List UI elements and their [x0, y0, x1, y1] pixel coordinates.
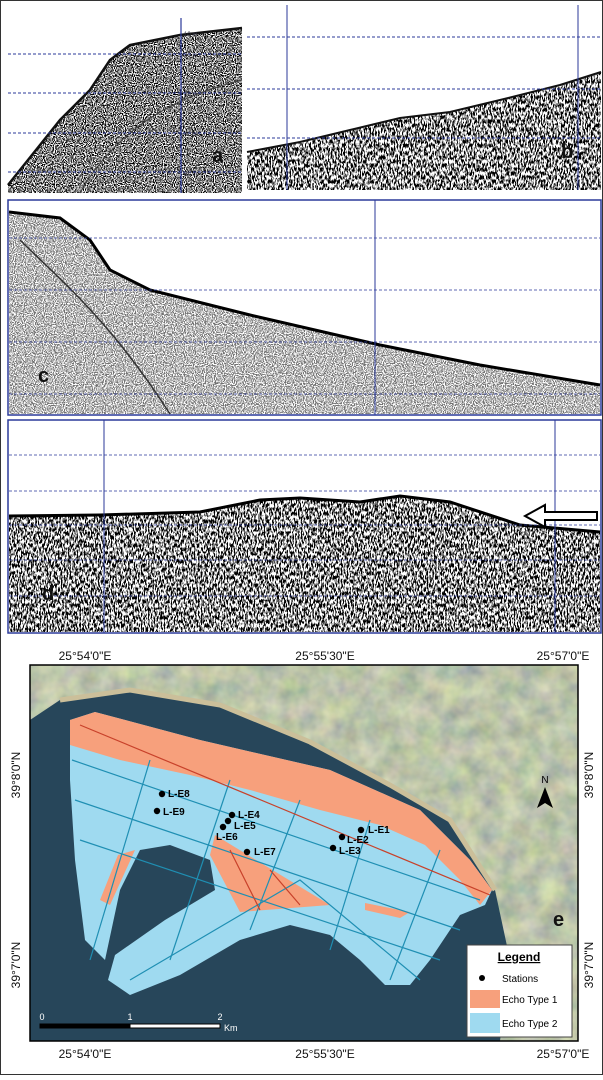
echogram-b: b: [247, 5, 601, 190]
legend-item: Stations: [502, 974, 538, 985]
coord-label: 39°7'0"N: [9, 942, 23, 989]
scale-segment: [40, 1024, 130, 1028]
station: [225, 818, 231, 824]
coord-label: 25°57'0"E: [537, 649, 590, 663]
station-label: L-E5: [234, 821, 256, 832]
station-label: L-E1: [368, 825, 390, 836]
echogram-c: c: [8, 200, 601, 415]
station: [229, 812, 235, 818]
station: [159, 791, 165, 797]
panel-label: e: [553, 909, 564, 931]
coord-label: 25°55'30"E: [295, 1047, 354, 1061]
scale-segment: [130, 1024, 220, 1028]
depth-label: 50 m: [184, 172, 197, 178]
coord-label: 39°8'0"N: [9, 752, 23, 799]
station: [154, 808, 160, 814]
depth-label: 40 m: [184, 132, 197, 138]
legend-symbol: [479, 975, 485, 981]
panel-label: a: [212, 145, 224, 167]
depth-label: 30 m: [184, 92, 197, 98]
figure: 10 m 20 m 30 m 40 m 50 m a b c: [0, 0, 603, 1075]
station: [330, 845, 336, 851]
station-label: L-E2: [347, 835, 369, 846]
station: [339, 834, 345, 840]
scale-label: 2: [217, 1012, 222, 1022]
station-label: L-E6: [216, 832, 238, 843]
scale-unit: Km: [224, 1023, 238, 1033]
echogram-a: 10 m 20 m 30 m 40 m 50 m a: [8, 18, 242, 193]
coord-label: 25°54'0"E: [59, 1047, 112, 1061]
panel-label: c: [38, 365, 49, 387]
legend-item: Echo Type 2: [502, 1019, 558, 1030]
north-label: N: [541, 775, 548, 786]
panel-label: b: [561, 141, 573, 163]
depth-label: 10 m: [184, 32, 197, 38]
map: 25°54'0"E 25°55'30"E 25°57'0"E 25°54'0"E…: [9, 649, 596, 1061]
coord-label: 25°57'0"E: [537, 1047, 590, 1061]
legend: Legend Stations Echo Type 1 Echo Type 2: [467, 945, 572, 1037]
legend-item: Echo Type 1: [502, 995, 558, 1006]
station-label: L-E4: [238, 810, 260, 821]
station: [244, 849, 250, 855]
scale-label: 0: [39, 1012, 44, 1022]
coord-label: 25°54'0"E: [59, 649, 112, 663]
station: [358, 827, 364, 833]
echogram-d: d: [8, 420, 601, 633]
station: [220, 824, 226, 830]
station-label: L-E3: [339, 846, 361, 857]
station-label: L-E8: [168, 789, 190, 800]
legend-title: Legend: [498, 950, 541, 964]
panel-label: d: [42, 583, 54, 605]
coord-label: 39°8'0"N: [582, 752, 596, 799]
coord-label: 39°7'0"N: [582, 942, 596, 989]
station-label: L-E9: [163, 807, 185, 818]
scale-label: 1: [127, 1012, 132, 1022]
station-label: L-E7: [254, 847, 276, 858]
legend-swatch: [470, 1013, 500, 1033]
legend-swatch: [470, 990, 500, 1008]
depth-label: 20 m: [184, 53, 197, 59]
coord-label: 25°55'30"E: [295, 649, 354, 663]
